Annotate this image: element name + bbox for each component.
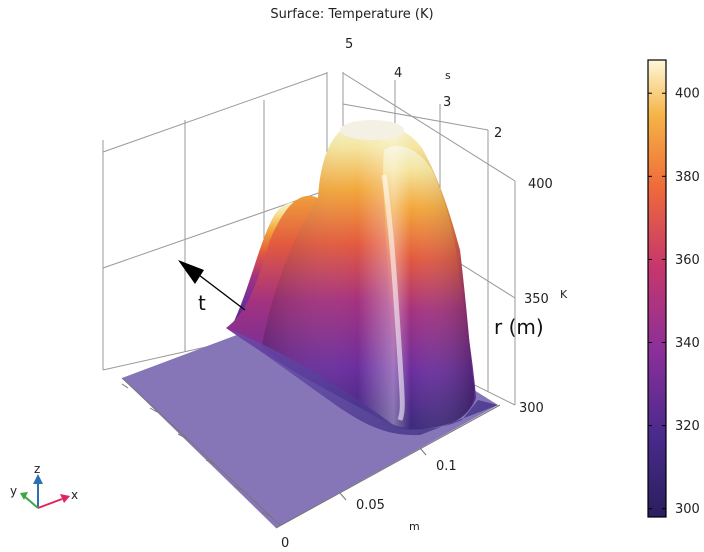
colorbar xyxy=(647,59,667,518)
colorbar-tick-label: 300 xyxy=(675,502,700,517)
x-tick-0: 0 xyxy=(281,536,289,551)
surface-sheen xyxy=(262,122,475,430)
t-arrow xyxy=(178,260,246,311)
y-tick-4: 4 xyxy=(394,66,402,81)
triad-x-label: x xyxy=(71,488,78,502)
x-axis-ticks xyxy=(121,377,501,529)
colorbar-ticks: 300 320 340 360 380 400 xyxy=(648,87,700,517)
triad-z-label: z xyxy=(34,462,40,476)
triad-y-label: y xyxy=(10,484,17,498)
surface-skirt xyxy=(226,328,498,436)
surface-peak-cap xyxy=(340,120,404,140)
y-tick-5: 5 xyxy=(345,37,353,52)
z-unit: K xyxy=(560,288,568,301)
annotation-t: t xyxy=(198,291,206,315)
colorbar-tick-label: 380 xyxy=(675,170,700,185)
axis-triad xyxy=(20,474,70,509)
colorbar-tick-label: 340 xyxy=(675,336,700,351)
surface-highlight xyxy=(381,174,405,421)
x-tick-2: 0.1 xyxy=(436,459,457,474)
colorbar-gradient xyxy=(647,59,667,518)
y-tick-2: 2 xyxy=(494,126,502,141)
y-tick-3: 3 xyxy=(443,95,451,110)
z-tick-400: 400 xyxy=(528,177,553,192)
x-tick-1: 0.05 xyxy=(356,498,385,513)
z-tick-350: 350 xyxy=(524,292,549,307)
colorbar-tick-label: 360 xyxy=(675,253,700,268)
colorbar-tick-label: 320 xyxy=(675,419,700,434)
z-tick-300: 300 xyxy=(519,401,544,416)
annotation-r: r (m) xyxy=(494,315,544,339)
y-unit: s xyxy=(445,69,451,82)
chart-title: Surface: Temperature (K) xyxy=(270,7,434,22)
x-unit: m xyxy=(409,520,420,533)
colorbar-tick-label: 400 xyxy=(675,87,700,102)
